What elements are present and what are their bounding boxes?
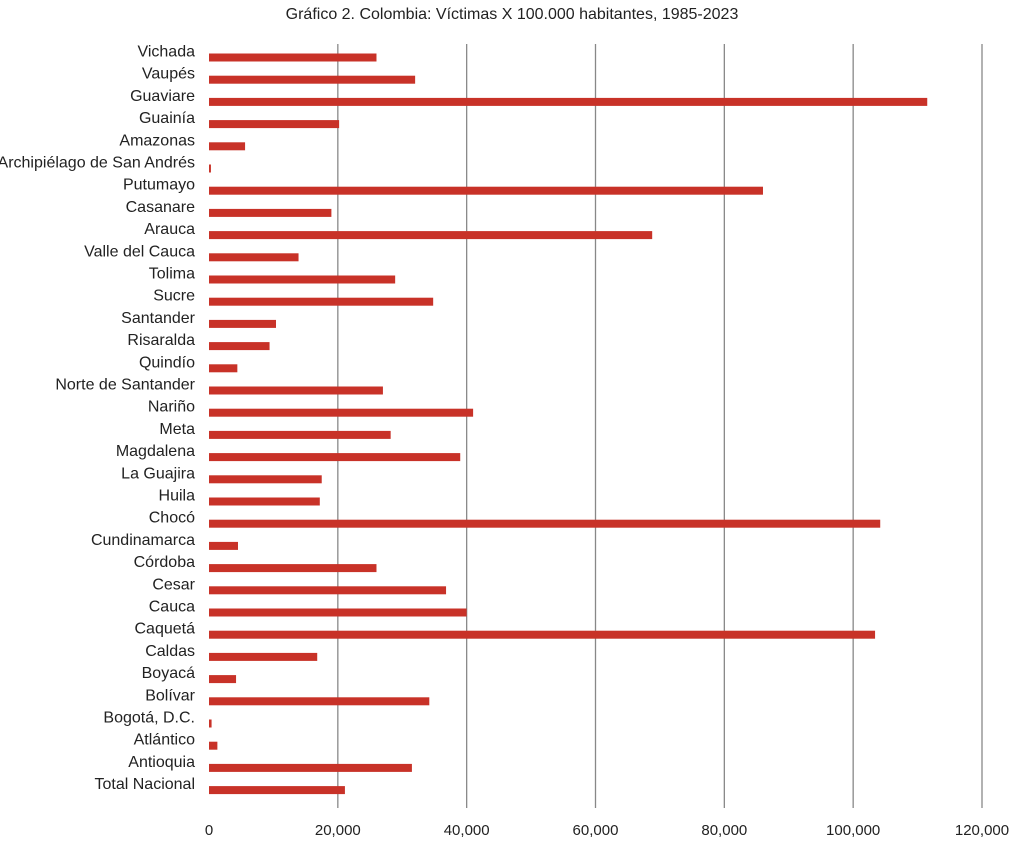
- x-axis-ticks: 0 20,000 40,000 60,000 80,000 100,000 120,000: [205, 822, 1009, 839]
- category-label: Bogotá, D.C.: [103, 710, 195, 727]
- chart-title: Gráfico 2. Colombia: Víctimas X 100.000 …: [285, 6, 739, 23]
- bar: [209, 430, 391, 439]
- bar: [209, 208, 332, 217]
- category-label: Caldas: [145, 643, 195, 660]
- bar: [209, 719, 212, 728]
- bar: [209, 475, 322, 484]
- category-label: Boyacá: [142, 665, 195, 682]
- bar: [209, 652, 318, 661]
- x-tick-label: 60,000: [573, 822, 619, 839]
- x-tick-label: 80,000: [701, 822, 747, 839]
- category-label: Caquetá: [135, 621, 196, 638]
- bar: [209, 231, 653, 240]
- category-label: Guaviare: [130, 88, 195, 105]
- x-tick-label: 40,000: [444, 822, 490, 839]
- bar: [209, 675, 237, 684]
- category-label: Huila: [159, 488, 196, 505]
- category-label: Amazonas: [119, 132, 195, 149]
- category-label: Quindío: [139, 354, 195, 371]
- bar: [209, 408, 474, 417]
- category-label: Córdoba: [134, 554, 195, 571]
- bar: [209, 253, 299, 262]
- bar: [209, 342, 270, 351]
- bar: [209, 586, 447, 595]
- bars: [209, 53, 928, 795]
- bar: [209, 186, 763, 195]
- category-label: Meta: [159, 421, 195, 438]
- category-label: La Guajira: [121, 465, 195, 482]
- bar: [209, 519, 881, 528]
- bar: [209, 297, 434, 306]
- category-label: Magdalena: [116, 443, 195, 460]
- category-labels: Vichada Vaupés Guaviare Guainía Amazonas Arch…: [0, 44, 196, 794]
- category-label: Guainía: [139, 110, 195, 127]
- category-label: Arauca: [144, 221, 195, 238]
- bar: [209, 564, 377, 573]
- category-label: Tolima: [149, 266, 195, 283]
- category-label: Nariño: [148, 399, 195, 416]
- bar: [209, 142, 246, 151]
- bar: [209, 541, 238, 550]
- category-label: Atlántico: [134, 732, 195, 749]
- category-label: Antioquia: [128, 754, 195, 771]
- bar: [209, 786, 345, 795]
- category-label: Valle del Cauca: [84, 243, 195, 260]
- bar: [209, 75, 416, 84]
- category-label: Santander: [121, 310, 196, 327]
- bar: [209, 497, 320, 506]
- category-label: Cauca: [149, 599, 195, 616]
- x-tick-label: 100,000: [826, 822, 880, 839]
- category-label: Archipiélago de San Andrés: [0, 155, 195, 172]
- bar: [209, 630, 876, 639]
- bar: [209, 386, 383, 395]
- bar: [209, 120, 340, 129]
- bar: [209, 608, 467, 617]
- bar: [209, 453, 461, 462]
- bar: [209, 164, 211, 173]
- bar: [209, 741, 218, 750]
- bar: [209, 275, 396, 284]
- bar: [209, 763, 412, 772]
- category-label: Sucre: [153, 288, 195, 305]
- bar: [209, 364, 238, 373]
- category-label: Vaupés: [142, 66, 195, 83]
- x-tick-label: 120,000: [955, 822, 1009, 839]
- category-label: Chocó: [149, 510, 195, 527]
- category-label: Vichada: [137, 44, 195, 61]
- category-label: Putumayo: [123, 177, 195, 194]
- x-tick-label: 0: [205, 822, 213, 839]
- bar: [209, 53, 377, 62]
- category-label: Norte de Santander: [55, 377, 195, 394]
- category-label: Risaralda: [127, 332, 195, 349]
- gridlines: [337, 44, 983, 808]
- category-label: Bolívar: [145, 687, 195, 704]
- category-label: Cesar: [152, 576, 195, 593]
- category-label: Casanare: [126, 199, 195, 216]
- bar: [209, 97, 928, 106]
- bar: [209, 319, 276, 328]
- bar: [209, 697, 430, 706]
- category-label: Cundinamarca: [91, 532, 195, 549]
- category-label: Total Nacional: [95, 776, 196, 793]
- x-tick-label: 20,000: [315, 822, 361, 839]
